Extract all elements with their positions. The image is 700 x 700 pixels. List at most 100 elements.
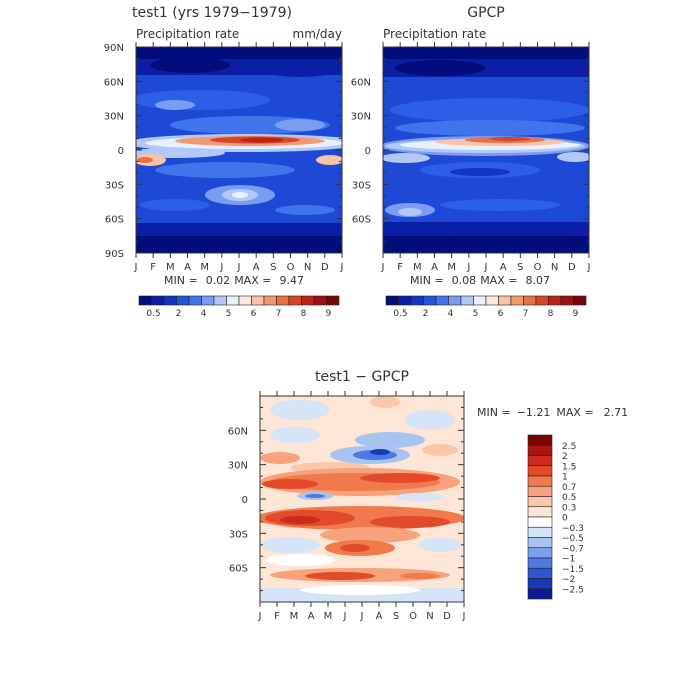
colorbar-swatch (560, 295, 574, 306)
y-tick-label: 60S (105, 215, 124, 226)
x-tick-label: M (200, 262, 209, 273)
colorbar-label: 9 (573, 309, 579, 319)
colorbar-label: 0.5 (562, 493, 576, 503)
x-tick-label: M (324, 611, 333, 622)
x-tick-label: J (462, 611, 466, 622)
colorbar-swatch (573, 295, 587, 306)
colorbar-label: 7 (276, 309, 282, 319)
colorbar-swatch (527, 434, 553, 446)
x-tick-label: J (587, 262, 591, 273)
colorbar-swatch (498, 295, 512, 306)
x-tick-label: J (360, 611, 364, 622)
x-tick-label: M (290, 611, 299, 622)
x-tick-label: M (166, 262, 175, 273)
x-tick-label: D (321, 262, 329, 273)
colorbar-swatch (423, 295, 437, 306)
colorbar-swatch (473, 295, 487, 306)
colorbar-label: 2 (423, 309, 429, 319)
x-tick-label: J (343, 611, 347, 622)
x-tick-label: N (426, 611, 433, 622)
x-tick-label: S (393, 611, 399, 622)
colorbar-swatch (527, 567, 553, 579)
colorbar-swatch (238, 295, 252, 306)
y-tick-label: 60S (229, 564, 248, 575)
y-tick-label: 30S (352, 180, 371, 191)
colorbar-swatch (301, 295, 315, 306)
colorbar-label: 0.7 (562, 483, 576, 493)
colorbar-swatch (288, 295, 302, 306)
colorbar-swatch (527, 496, 553, 508)
y-tick-label: 30S (229, 529, 248, 540)
x-tick-label: A (376, 611, 383, 622)
colorbar-swatch (410, 295, 424, 306)
colorbar-swatch (527, 588, 553, 600)
y-axis: 90N 60N 30N 0 30S 60S 90S (104, 43, 342, 260)
x-tick-label: A (253, 262, 260, 273)
x-tick-label: D (443, 611, 451, 622)
colorbar-swatch (226, 295, 240, 306)
colorbar-swatch (188, 295, 202, 306)
colorbar-swatch (435, 295, 449, 306)
y-tick-label: 30N (351, 112, 371, 123)
colorbar-swatch (138, 295, 152, 306)
colorbar-swatch (535, 295, 549, 306)
colorbar-label: 2.5 (562, 442, 576, 452)
colorbar-swatch (527, 444, 553, 456)
colorbar-swatch (527, 516, 553, 528)
x-tick-label: S (517, 262, 523, 273)
colorbar-label: 6 (251, 309, 257, 319)
colorbar-label: −1 (562, 555, 575, 565)
x-tick-label: N (304, 262, 311, 273)
y-tick-label: 60S (352, 215, 371, 226)
x-tick-label: M (447, 262, 456, 273)
panel-title: test1 (yrs 1979−1979) (132, 5, 292, 21)
colorbar-label: 7 (523, 309, 529, 319)
x-tick-label: F (274, 611, 280, 622)
x-tick-label: O (409, 611, 417, 622)
y-axis: 60N 30N 0 30S 60S (351, 57, 589, 243)
colorbar-label: 1 (562, 473, 568, 483)
x-tick-label: O (287, 262, 295, 273)
x-tick-label: F (397, 262, 403, 273)
colorbar-label: 0.5 (146, 309, 160, 319)
colorbar-swatch (548, 295, 562, 306)
colorbar-swatch (276, 295, 290, 306)
y-tick-label: 0 (365, 146, 371, 157)
colorbar-label: −0.3 (562, 524, 584, 534)
colorbar-label: 6 (498, 309, 504, 319)
y-tick-label: 90S (105, 249, 124, 260)
x-tick-label: O (534, 262, 542, 273)
colorbar-swatch (176, 295, 190, 306)
colorbar-label: 0.3 (562, 503, 576, 513)
colorbar: 0.5 2 4 5 6 7 8 9 (138, 295, 340, 319)
min-max-stats: MIN = 0.02 MAX = 9.47 (164, 274, 304, 287)
colorbar-label: 4 (201, 309, 207, 319)
colorbar-label: 0.5 (393, 309, 407, 319)
colorbar-swatch (527, 526, 553, 538)
x-tick-label: S (270, 262, 276, 273)
min-max-stats: MIN = 0.08 MAX = 8.07 (410, 274, 550, 287)
colorbar-swatch (527, 578, 553, 590)
colorbar-label: 8 (301, 309, 307, 319)
colorbar-label: 5 (473, 309, 479, 319)
colorbar-swatch (527, 557, 553, 569)
panel-subtitle: Precipitation rate (136, 27, 239, 41)
colorbar-swatch (527, 455, 553, 467)
y-tick-label: 30N (104, 112, 124, 123)
y-tick-label: 30N (228, 461, 248, 472)
x-tick-label: J (381, 262, 385, 273)
colorbar-swatch (527, 537, 553, 549)
x-tick-label: J (258, 611, 262, 622)
colorbar-label: −2.5 (562, 585, 584, 595)
x-tick-label: J (466, 262, 470, 273)
colorbar-swatch (523, 295, 537, 306)
colorbar-swatch (201, 295, 215, 306)
y-tick-label: 0 (242, 495, 248, 506)
colorbar-swatch (326, 295, 340, 306)
colorbar-swatch (398, 295, 412, 306)
heatmap-field (136, 47, 342, 253)
colorbar-swatch (448, 295, 462, 306)
